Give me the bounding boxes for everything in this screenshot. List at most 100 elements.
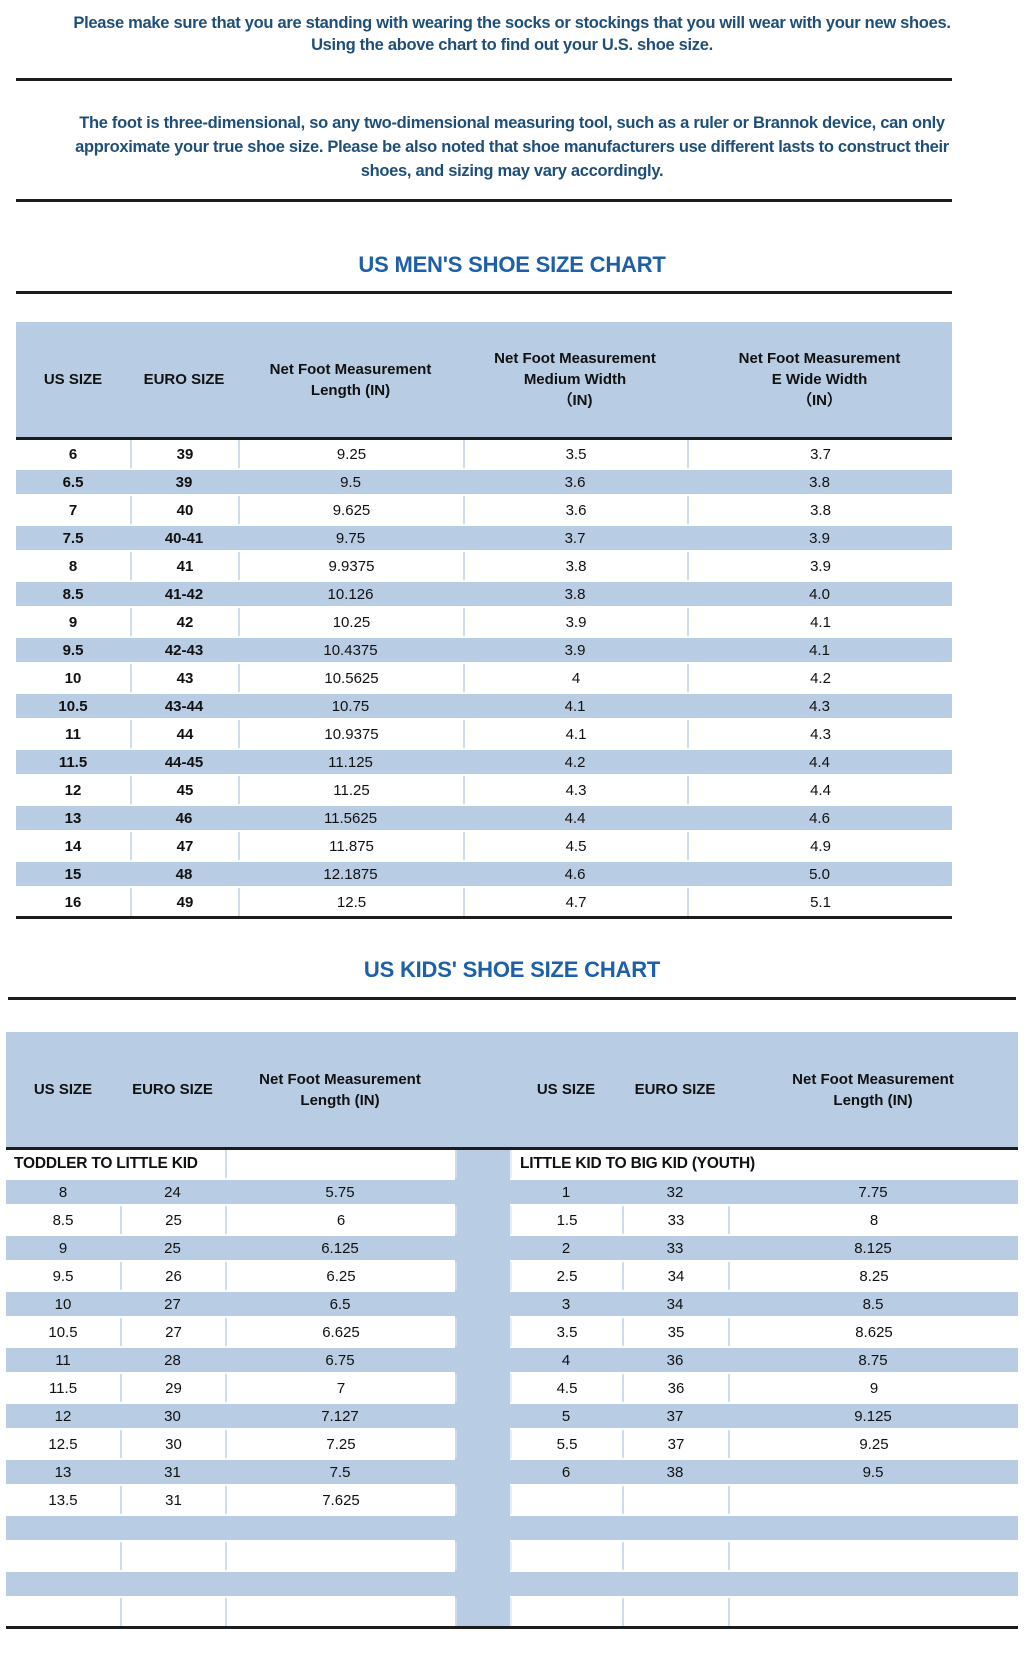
kids-table-cell: 7.25	[225, 1430, 455, 1458]
mens-table-cell: 41-42	[130, 580, 238, 608]
mens-table-cell: 9	[16, 608, 130, 636]
mens-table-cell: 5.0	[687, 860, 952, 888]
kids-gap-cell	[455, 1290, 510, 1318]
kids-table-cell: 11	[6, 1346, 120, 1374]
mens-column-header-line: US SIZE	[43, 371, 103, 388]
mens-table-cell: 4.0	[687, 580, 952, 608]
kids-column-header-line: Net Foot Measurement	[792, 1070, 954, 1088]
note-paragraph: The foot is three-dimensional, so any tw…	[0, 111, 1024, 183]
note-line-1: The foot is three-dimensional, so any tw…	[79, 114, 945, 132]
kids-gap-cell	[455, 1570, 510, 1598]
kids-gap-cell	[455, 1542, 510, 1570]
mens-table-cell: 12.1875	[238, 860, 463, 888]
mens-header-row: US SIZE EURO SIZE Net Foot Measurement Leng…	[16, 322, 952, 440]
mens-table-cell: 40	[130, 496, 238, 524]
kids-table-cell: 9.5	[6, 1262, 120, 1290]
kids-column-header-line: US SIZE	[33, 1081, 93, 1098]
kids-table-cell: 29	[120, 1374, 225, 1402]
kids-column-header: US SIZE	[6, 1032, 120, 1150]
kids-table-row: 10 27 6.5 3 34 8.5	[6, 1290, 1018, 1318]
mens-table-cell: 4.1	[687, 608, 952, 636]
kids-table-cell: 9.125	[728, 1402, 1018, 1430]
kids-table-cell: 10	[6, 1290, 120, 1318]
mens-table-cell: 42-43	[130, 636, 238, 664]
mens-table-cell: 16	[16, 888, 130, 916]
kids-table-body: TODDLER TO LITTLE KID LITTLE KID TO BIG K…	[6, 1150, 1018, 1626]
kids-gap-cell	[455, 1318, 510, 1346]
mens-table-cell: 5.1	[687, 888, 952, 916]
kids-table-cell: 1	[510, 1178, 622, 1206]
mens-table-cell: 10.5625	[238, 664, 463, 692]
kids-table-cell: 7.127	[225, 1402, 455, 1430]
kids-table-cell: 10.5	[6, 1318, 120, 1346]
kids-table-cell	[6, 1598, 120, 1626]
kids-table-cell: 25	[120, 1234, 225, 1262]
mens-table-row: 8.5 41-42 10.126 3.8 4.0	[16, 580, 952, 608]
kids-table-cell: 27	[120, 1290, 225, 1318]
kids-table-cell	[225, 1150, 455, 1178]
kids-column-header-line: Net Foot Measurement	[259, 1070, 421, 1088]
mens-table-cell: 10.126	[238, 580, 463, 608]
kids-table-cell: 38	[622, 1458, 728, 1486]
kids-gap-cell	[455, 1262, 510, 1290]
kids-table-cell: 5.75	[225, 1178, 455, 1206]
mens-table-cell: 3.9	[687, 524, 952, 552]
kids-table-cell	[120, 1570, 225, 1598]
toddler-section-label: TODDLER TO LITTLE KID	[6, 1150, 225, 1178]
kids-column-header	[455, 1032, 510, 1150]
mens-table-cell: 47	[130, 832, 238, 860]
kids-gap-cell	[455, 1150, 510, 1178]
mens-table-cell: 3.7	[687, 440, 952, 468]
mens-table-cell: 4.5	[463, 832, 687, 860]
mens-column-header-line: Net Foot Measurement	[494, 350, 656, 367]
mens-column-header-line: Medium Width	[523, 371, 627, 388]
mens-table-cell: 14	[16, 832, 130, 860]
mens-column-header: US SIZE	[16, 322, 130, 440]
mens-table-cell: 43	[130, 664, 238, 692]
mens-table-row: 7 40 9.625 3.6 3.8	[16, 496, 952, 524]
kids-table-cell: 5	[510, 1402, 622, 1430]
mens-table-cell: 10	[16, 664, 130, 692]
kids-table-row	[6, 1542, 1018, 1570]
kids-table-cell: 37	[622, 1430, 728, 1458]
mens-table-cell: 11.5	[16, 748, 130, 776]
mens-table-cell: 10.25	[238, 608, 463, 636]
mens-table-row: 6.5 39 9.5 3.6 3.8	[16, 468, 952, 496]
mens-table-cell: 10.75	[238, 692, 463, 720]
kids-table-row: 11.5 29 7 4.5 36 9	[6, 1374, 1018, 1402]
kids-table-cell	[225, 1514, 455, 1542]
mens-table-cell: 7.5	[16, 524, 130, 552]
kids-table-cell: 8	[728, 1206, 1018, 1234]
kids-header-row: US SIZE EURO SIZE Net Foot Measurement Leng…	[6, 1032, 1018, 1150]
mens-table-cell: 44-45	[130, 748, 238, 776]
mens-table-cell: 46	[130, 804, 238, 832]
kids-table-cell	[225, 1570, 455, 1598]
mens-table-cell: 4.3	[687, 720, 952, 748]
kids-table-row: 13 31 7.5 6 38 9.5	[6, 1458, 1018, 1486]
mens-column-header-line: Net Foot Measurement	[269, 360, 432, 378]
mens-table-cell: 9.5	[16, 636, 130, 664]
mens-column-header-line: Length (IN)	[310, 381, 391, 399]
kids-column-header: Net Foot Measurement Length (IN)	[728, 1032, 1018, 1150]
kids-gap-cell	[455, 1458, 510, 1486]
kids-column-header: EURO SIZE	[622, 1032, 728, 1150]
mens-table-cell: 15	[16, 860, 130, 888]
mens-table-cell: 39	[130, 440, 238, 468]
kids-table-cell	[120, 1514, 225, 1542]
divider-line	[16, 199, 952, 202]
kids-column-header: US SIZE	[510, 1032, 622, 1150]
mens-chart-title: US MEN'S SHOE SIZE CHART	[358, 252, 666, 277]
mens-table-cell: 49	[130, 888, 238, 916]
kids-gap-cell	[455, 1514, 510, 1542]
mens-table-row: 8 41 9.9375 3.8 3.9	[16, 552, 952, 580]
kids-table-cell: 35	[622, 1318, 728, 1346]
kids-chart-title: US KIDS' SHOE SIZE CHART	[363, 957, 661, 982]
mens-table-cell: 41	[130, 552, 238, 580]
mens-table-cell: 44	[130, 720, 238, 748]
kids-table-row: 9 25 6.125 2 33 8.125	[6, 1234, 1018, 1262]
divider-line	[16, 291, 952, 294]
kids-table-cell	[6, 1514, 120, 1542]
kids-table-cell: 6	[510, 1458, 622, 1486]
mens-table-cell: 48	[130, 860, 238, 888]
kids-table-cell: 13.5	[6, 1486, 120, 1514]
